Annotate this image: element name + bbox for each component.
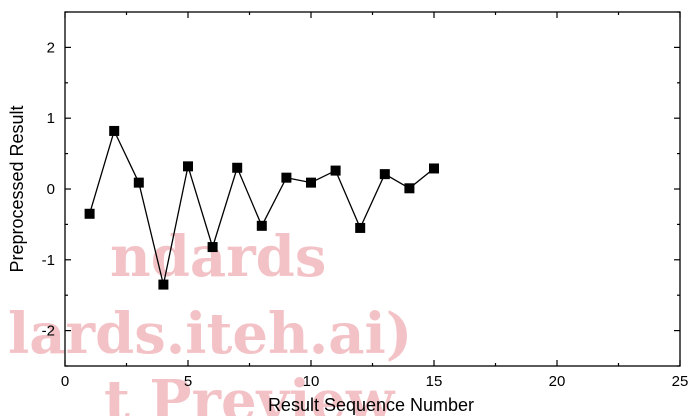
x-tick-label: 5 [184, 373, 192, 390]
data-series [84, 125, 439, 290]
data-point-marker [330, 165, 341, 176]
watermark-line-3: t Preview [104, 368, 396, 416]
x-tick-label: 25 [672, 373, 689, 390]
data-point-marker [355, 222, 366, 233]
y-tick-labels: -2 -1 0 1 2 [42, 39, 55, 339]
y-tick-label: 0 [47, 181, 55, 198]
watermark-line-1: ndards [110, 224, 326, 290]
y-axis-title: Preprocessed Result [7, 105, 27, 272]
y-tick-label: -2 [42, 323, 55, 340]
x-tick-label: 15 [426, 373, 443, 390]
y-tick-label: 1 [47, 110, 55, 127]
x-tick-label: 0 [61, 373, 69, 390]
data-point-marker [404, 183, 415, 194]
data-point-marker [158, 279, 169, 290]
data-point-marker [379, 169, 390, 180]
watermark: ndards lards.iteh.ai) t Preview [8, 224, 412, 416]
data-point-marker [84, 208, 95, 219]
data-point-marker [133, 177, 144, 188]
watermark-line-2: lards.iteh.ai) [8, 301, 412, 367]
data-point-marker [183, 161, 193, 172]
axis-ticks [64, 11, 681, 367]
y-tick-label: 2 [47, 39, 55, 56]
data-point-marker [306, 177, 316, 188]
data-point-marker [232, 162, 243, 173]
data-point-marker [429, 163, 439, 174]
data-point-marker [256, 220, 267, 231]
data-point-marker [207, 242, 218, 253]
y-tick-label: -1 [42, 252, 55, 269]
x-tick-label: 10 [303, 373, 320, 390]
x-axis-title: Result Sequence Number [268, 395, 474, 415]
data-point-marker [109, 125, 120, 136]
data-point-marker [281, 172, 292, 183]
x-tick-labels: 0 5 10 15 20 25 [61, 373, 689, 390]
x-tick-label: 20 [549, 373, 566, 390]
